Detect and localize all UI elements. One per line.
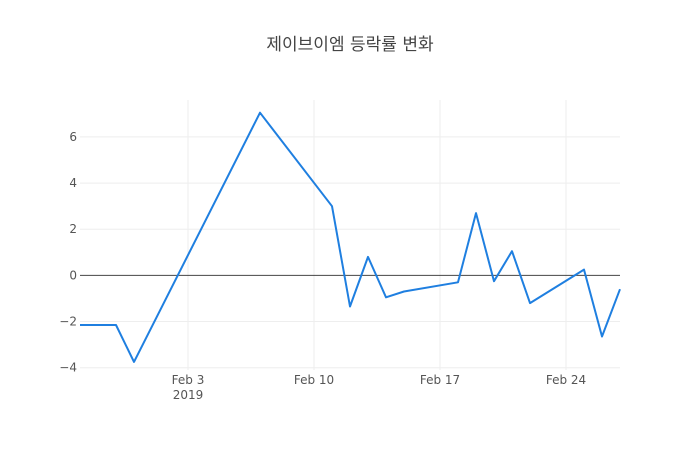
data-point xyxy=(454,278,462,286)
data-point xyxy=(616,285,624,293)
x-tick-label: Feb 24 xyxy=(546,373,586,387)
x-tick-label: Feb 10 xyxy=(294,373,334,387)
chart-title: 제이브이엠 등락률 변화 xyxy=(266,35,434,55)
data-point xyxy=(508,247,516,255)
data-point xyxy=(400,288,408,296)
data-point xyxy=(472,209,480,217)
series-layer xyxy=(76,109,624,366)
y-tick-label: 2 xyxy=(69,222,77,236)
data-point xyxy=(112,321,120,329)
y-tick-label: −2 xyxy=(59,315,77,329)
y-tick-label: 6 xyxy=(69,130,77,144)
data-point xyxy=(580,266,588,274)
y-tick-label: 0 xyxy=(69,268,77,282)
data-point xyxy=(76,321,84,329)
y-tick-label: −4 xyxy=(59,361,77,375)
data-point xyxy=(328,202,336,210)
y-tick-label: 4 xyxy=(69,176,77,190)
data-point xyxy=(598,333,606,341)
data-point xyxy=(526,299,534,307)
data-point xyxy=(346,303,354,311)
x-tick-label: Feb 3 xyxy=(172,373,205,387)
data-point xyxy=(490,277,498,285)
x-tick-label: Feb 17 xyxy=(420,373,460,387)
data-point xyxy=(364,253,372,261)
grid xyxy=(80,100,620,370)
x-tick-sublabel: 2019 xyxy=(173,388,204,402)
data-point xyxy=(130,358,138,366)
data-point xyxy=(382,293,390,301)
data-point xyxy=(256,109,264,117)
series-line xyxy=(80,111,621,363)
y-axis-ticks: −4 −2 0 2 4 6 xyxy=(59,130,77,375)
